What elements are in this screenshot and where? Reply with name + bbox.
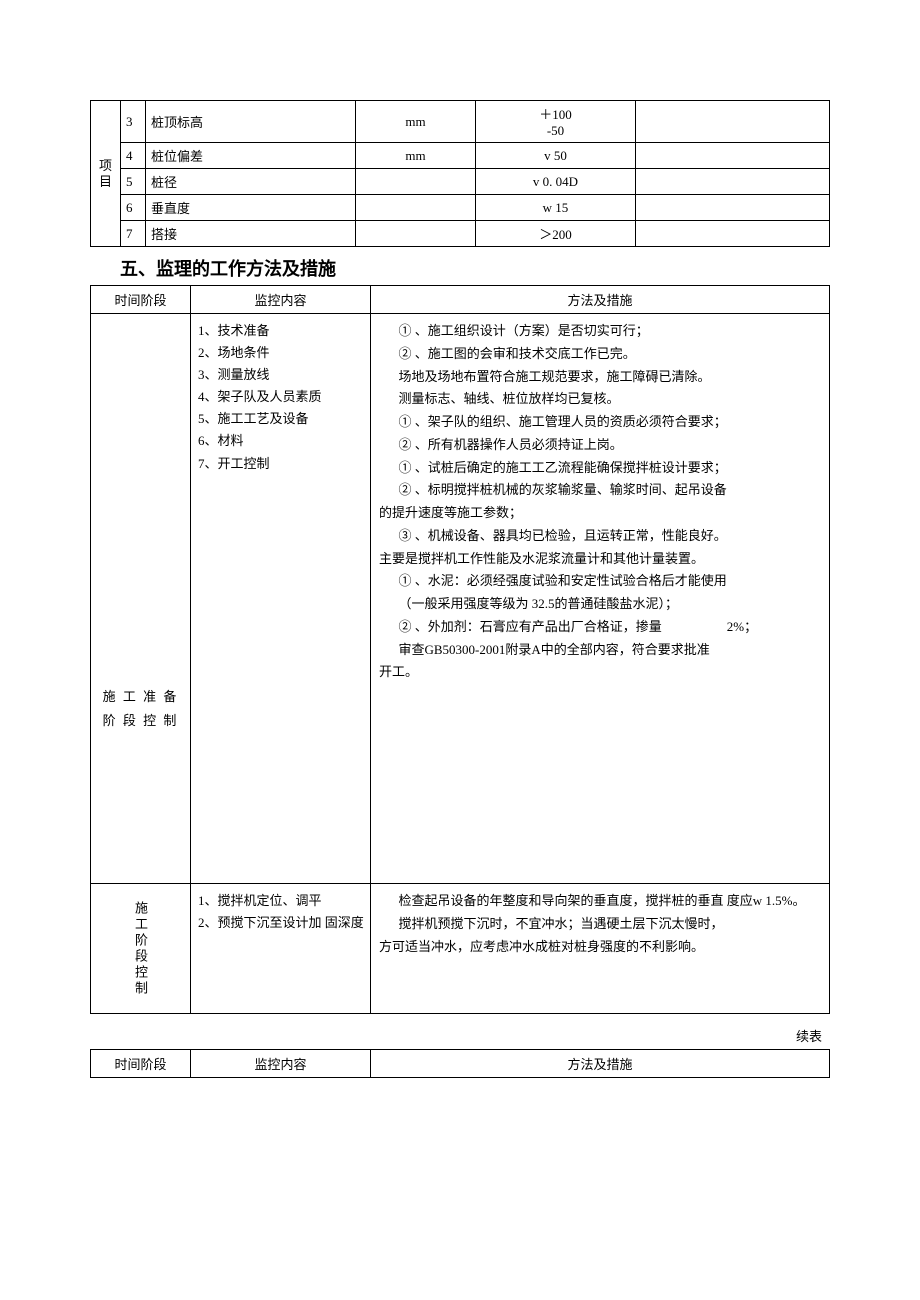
- method-text: 审查GB50300-2001附录A中的全部内容，符合要求批准: [379, 639, 821, 662]
- list-item: 1、技术准备: [196, 320, 365, 342]
- list-item: 2、预搅下沉至设计加 固深度: [196, 912, 365, 934]
- method-text: ③ 、机械设备、器具均已检验，且运转正常，性能良好。: [379, 525, 821, 548]
- list-item: 6、材料: [196, 430, 365, 452]
- empty-cell: [636, 101, 830, 143]
- method-text: ② 、外加剂：石膏应有产品出厂合格证，掺量 2%；: [379, 616, 821, 639]
- list-item: 7、开工控制: [196, 453, 365, 475]
- value: ＋100-50: [476, 101, 636, 143]
- empty-cell: [636, 143, 830, 169]
- item-name: 桩径: [146, 169, 356, 195]
- method-text: ① 、水泥：必须经强度试验和安定性试验合格后才能使用: [379, 570, 821, 593]
- unit: [356, 169, 476, 195]
- phase-label-preparation: 施 工 准 备 阶 段 控 制: [91, 314, 191, 884]
- list-item: 1、搅拌机定位、调平: [196, 890, 365, 912]
- specifications-table: 项目3桩顶标高mm＋100-504桩位偏差mmv 505桩径v 0. 04D6垂…: [90, 100, 830, 247]
- method-text: 的提升速度等施工参数；: [379, 502, 821, 525]
- continue-label: 续表: [90, 1026, 830, 1045]
- method-text: ① 、试桩后确定的施工工乙流程能确保搅拌桩设计要求；: [379, 457, 821, 480]
- item-name: 垂直度: [146, 195, 356, 221]
- method-text: ① 、架子队的组织、施工管理人员的资质必须符合要求；: [379, 411, 821, 434]
- method-text: 检查起吊设备的年整度和导向架的垂直度，搅拌桩的垂直 度应w 1.5%。: [379, 890, 821, 913]
- method-text: 场地及场地布置符合施工规范要求，施工障碍已清除。: [379, 366, 821, 389]
- continuation-table: 时间阶段 监控内容 方法及措施: [90, 1049, 830, 1078]
- value: ＞200: [476, 221, 636, 247]
- table-row: 6垂直度 w 15: [91, 195, 830, 221]
- list-item: 3、测量放线: [196, 364, 365, 386]
- value: w 15: [476, 195, 636, 221]
- item-name: 桩位偏差: [146, 143, 356, 169]
- unit: mm: [356, 101, 476, 143]
- list-item: 4、架子队及人员素质: [196, 386, 365, 408]
- supervision-methods-table: 时间阶段 监控内容 方法及措施 施 工 准 备 阶 段 控 制 1、技术准备2、…: [90, 285, 830, 1014]
- header-content-cont: 监控内容: [191, 1050, 371, 1078]
- value: v 50: [476, 143, 636, 169]
- method-text: 测量标志、轴线、桩位放样均已复核。: [379, 388, 821, 411]
- method-text: ② 、所有机器操作人员必须持证上岗。: [379, 434, 821, 457]
- construction-method-cell: 检查起吊设备的年整度和导向架的垂直度，搅拌桩的垂直 度应w 1.5%。搅拌机预搅…: [371, 884, 830, 1014]
- header-phase-cont: 时间阶段: [91, 1050, 191, 1078]
- section-heading: 五、监理的工作方法及措施: [120, 255, 830, 281]
- method-text: 主要是搅拌机工作性能及水泥浆流量计和其他计量装置。: [379, 548, 821, 571]
- construction-content-cell: 1、搅拌机定位、调平2、预搅下沉至设计加 固深度: [191, 884, 371, 1014]
- header-method: 方法及措施: [371, 286, 830, 314]
- list-item: 2、场地条件: [196, 342, 365, 364]
- unit: [356, 195, 476, 221]
- item-name: 桩顶标高: [146, 101, 356, 143]
- header-phase: 时间阶段: [91, 286, 191, 314]
- row-number: 3: [121, 101, 146, 143]
- vertical-label: 项目: [91, 101, 121, 247]
- table-row: 5桩径 v 0. 04D: [91, 169, 830, 195]
- method-text: ② 、标明搅拌桩机械的灰浆输浆量、输浆时间、起吊设备: [379, 479, 821, 502]
- table-row: 4桩位偏差mmv 50: [91, 143, 830, 169]
- phase-label-construction: 施工阶段控制: [91, 884, 191, 1014]
- construction-phase-row: 施工阶段控制 1、搅拌机定位、调平2、预搅下沉至设计加 固深度 检查起吊设备的年…: [91, 884, 830, 1014]
- method-text: 方可适当冲水，应考虑冲水成桩对桩身强度的不利影响。: [379, 936, 821, 959]
- empty-cell: [636, 195, 830, 221]
- method-text: ① 、施工组织设计（方案）是否切实可行；: [379, 320, 821, 343]
- row-number: 5: [121, 169, 146, 195]
- table-row: 项目3桩顶标高mm＋100-50: [91, 101, 830, 143]
- method-text: （一般采用强度等级为 32.5的普通硅酸盐水泥）；: [379, 593, 821, 616]
- header-method-cont: 方法及措施: [371, 1050, 830, 1078]
- header-content: 监控内容: [191, 286, 371, 314]
- row-number: 4: [121, 143, 146, 169]
- value: v 0. 04D: [476, 169, 636, 195]
- method-text: 搅拌机预搅下沉时，不宜冲水；当遇硬土层下沉太慢时，: [379, 913, 821, 936]
- preparation-method-cell: ① 、施工组织设计（方案）是否切实可行；② 、施工图的会审和技术交底工作已完。场…: [371, 314, 830, 884]
- method-text: ② 、施工图的会审和技术交底工作已完。: [379, 343, 821, 366]
- item-name: 搭接: [146, 221, 356, 247]
- preparation-content-cell: 1、技术准备2、场地条件3、测量放线4、架子队及人员素质5、施工工艺及设备6、材…: [191, 314, 371, 884]
- list-item: 5、施工工艺及设备: [196, 408, 365, 430]
- row-number: 7: [121, 221, 146, 247]
- unit: [356, 221, 476, 247]
- method-text: 开工。: [379, 661, 821, 684]
- unit: mm: [356, 143, 476, 169]
- empty-cell: [636, 221, 830, 247]
- table-row: 7搭接 ＞200: [91, 221, 830, 247]
- preparation-phase-row: 施 工 准 备 阶 段 控 制 1、技术准备2、场地条件3、测量放线4、架子队及…: [91, 314, 830, 884]
- row-number: 6: [121, 195, 146, 221]
- empty-cell: [636, 169, 830, 195]
